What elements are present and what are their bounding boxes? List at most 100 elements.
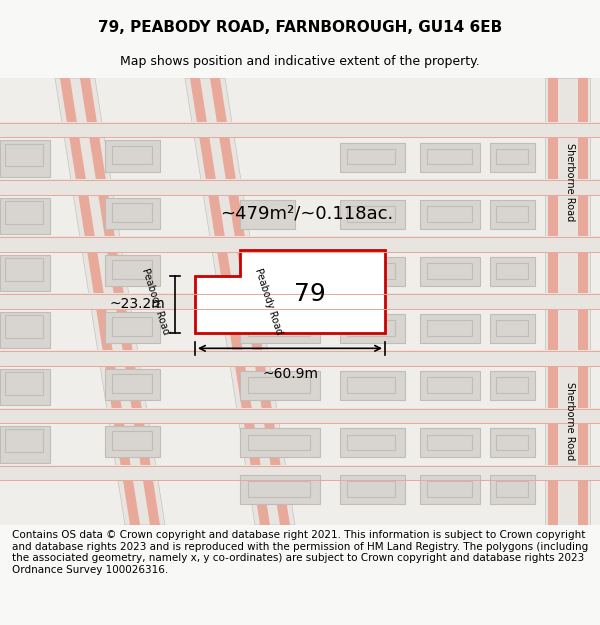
Text: 79, PEABODY ROAD, FARNBOROUGH, GU14 6EB: 79, PEABODY ROAD, FARNBOROUGH, GU14 6EB	[98, 19, 502, 34]
Bar	[5, 144, 43, 166]
Bar	[420, 257, 480, 286]
Bar	[240, 200, 295, 229]
Text: Peabody Road: Peabody Road	[140, 267, 170, 336]
Polygon shape	[0, 179, 600, 196]
Bar	[5, 258, 43, 281]
Bar	[496, 434, 528, 450]
Bar	[240, 257, 320, 286]
Bar	[105, 426, 160, 458]
Text: Sherborne Road: Sherborne Road	[565, 382, 575, 460]
Bar	[420, 314, 480, 343]
Bar	[105, 255, 160, 286]
Bar	[240, 428, 320, 458]
Text: ~479m²/~0.118ac.: ~479m²/~0.118ac.	[220, 204, 393, 222]
Bar	[490, 428, 535, 458]
Bar	[112, 146, 152, 164]
Text: Contains OS data © Crown copyright and database right 2021. This information is : Contains OS data © Crown copyright and d…	[12, 530, 588, 575]
Bar	[0, 312, 50, 348]
Bar	[112, 431, 152, 450]
Bar	[427, 206, 472, 221]
Polygon shape	[190, 78, 270, 525]
Bar	[496, 320, 528, 336]
Bar	[248, 263, 310, 279]
Bar	[112, 317, 152, 336]
Bar	[496, 206, 528, 221]
Polygon shape	[185, 78, 295, 525]
Bar	[490, 200, 535, 229]
Bar	[340, 257, 405, 286]
Bar	[5, 372, 43, 395]
Bar	[0, 198, 50, 234]
Bar	[496, 263, 528, 279]
Text: 79: 79	[294, 282, 326, 306]
Bar	[0, 255, 50, 291]
Bar	[420, 475, 480, 504]
Polygon shape	[55, 78, 165, 525]
Text: Map shows position and indicative extent of the property.: Map shows position and indicative extent…	[120, 54, 480, 68]
Bar	[105, 198, 160, 229]
Text: Peabody Road: Peabody Road	[253, 267, 283, 336]
Bar	[112, 203, 152, 221]
Bar	[427, 434, 472, 450]
Bar	[248, 320, 310, 336]
Bar	[248, 481, 310, 497]
Bar	[5, 315, 43, 338]
Polygon shape	[548, 78, 558, 525]
Bar	[496, 481, 528, 497]
Bar	[347, 378, 395, 393]
Bar	[5, 201, 43, 224]
Bar	[340, 200, 405, 229]
Bar	[496, 378, 528, 393]
Bar	[347, 206, 395, 221]
Bar	[420, 142, 480, 172]
Bar	[340, 428, 405, 458]
Bar	[347, 320, 395, 336]
Bar	[105, 312, 160, 343]
Bar	[340, 371, 405, 400]
Bar	[0, 369, 50, 406]
Bar	[420, 428, 480, 458]
Text: ~60.9m: ~60.9m	[262, 367, 318, 381]
Polygon shape	[60, 78, 140, 525]
Bar	[490, 371, 535, 400]
Bar	[240, 314, 320, 343]
Bar	[112, 260, 152, 279]
Bar	[427, 378, 472, 393]
Bar	[347, 434, 395, 450]
Bar	[0, 141, 50, 177]
Polygon shape	[195, 249, 385, 332]
Bar	[340, 142, 405, 172]
Bar	[112, 374, 152, 393]
Polygon shape	[578, 78, 588, 525]
Bar	[248, 378, 310, 393]
Polygon shape	[0, 122, 600, 138]
Polygon shape	[80, 78, 160, 525]
Polygon shape	[545, 78, 590, 525]
Bar	[427, 263, 472, 279]
Polygon shape	[0, 408, 600, 424]
Text: Sherborne Road: Sherborne Road	[565, 143, 575, 221]
Bar	[347, 481, 395, 497]
Bar	[240, 371, 320, 400]
Polygon shape	[0, 465, 600, 481]
Polygon shape	[0, 351, 600, 367]
Polygon shape	[0, 293, 600, 310]
Bar	[490, 475, 535, 504]
Bar	[427, 320, 472, 336]
Bar	[340, 475, 405, 504]
Bar	[347, 149, 395, 164]
Bar	[420, 371, 480, 400]
Bar	[490, 314, 535, 343]
Bar	[240, 475, 320, 504]
Bar	[420, 200, 480, 229]
Bar	[427, 481, 472, 497]
Bar	[347, 263, 395, 279]
Bar	[0, 426, 50, 462]
Bar	[490, 257, 535, 286]
Bar	[340, 314, 405, 343]
Bar	[496, 149, 528, 164]
Bar	[105, 369, 160, 400]
Bar	[490, 142, 535, 172]
Bar	[427, 149, 472, 164]
Polygon shape	[0, 236, 600, 252]
